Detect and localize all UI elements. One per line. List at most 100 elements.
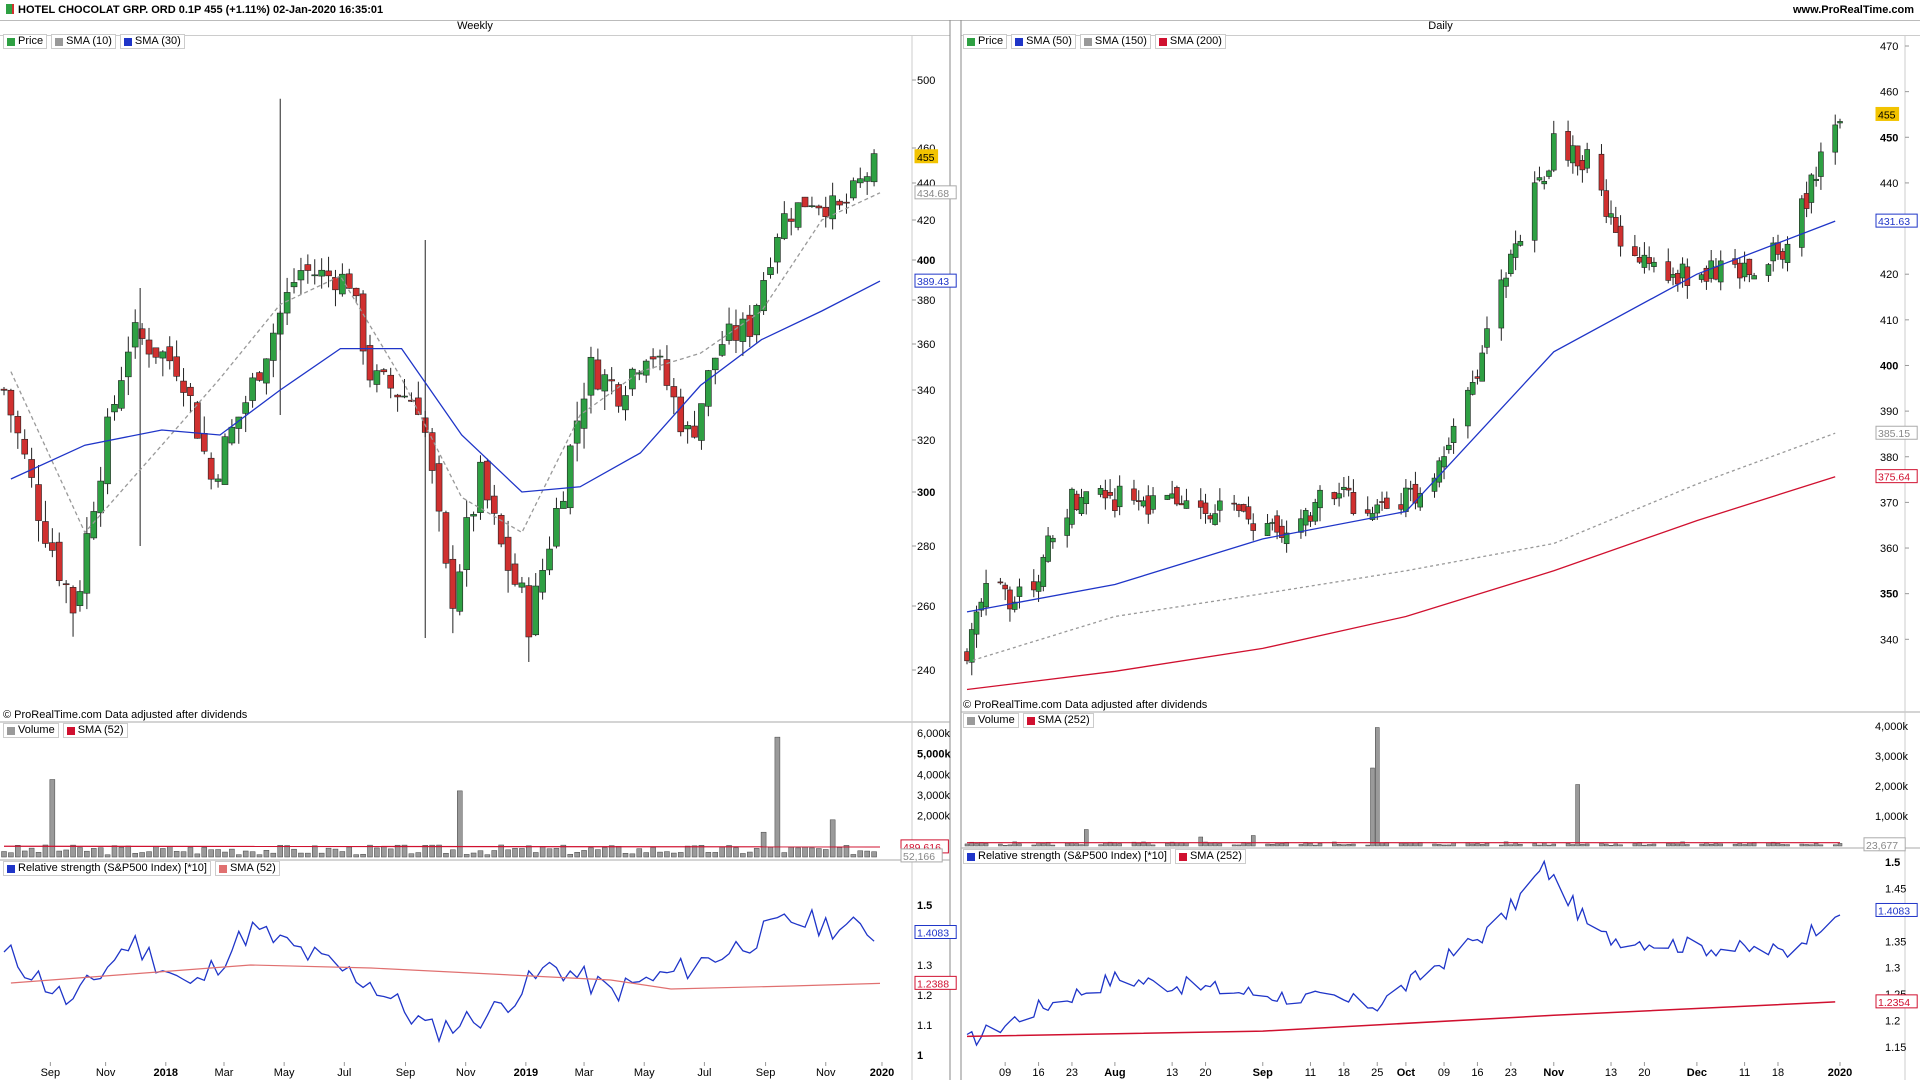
daily-volume-bar [1646,844,1652,847]
daily-candle-body [1298,518,1304,533]
weekly-volume-bar [588,847,594,858]
weekly-candle-body [850,180,857,199]
weekly-candle-body [843,201,850,204]
daily-candle-body [1331,492,1338,500]
legend-price[interactable]: Price [3,34,48,49]
weekly-volume-bar [249,851,256,858]
daily-candle-body [1398,504,1404,510]
daily-candle-body [1751,275,1757,280]
legend-rs-sma[interactable]: SMA (52) [214,861,280,876]
legend-volume-sma[interactable]: SMA (52) [62,723,128,738]
daily-candle-body [1741,262,1748,278]
daily-candle-body [1164,494,1171,500]
weekly-candle-body [435,463,443,512]
daily-volume-bar [1713,842,1719,847]
weekly-candle-body [504,536,512,571]
daily-candle-body [1799,198,1805,248]
weekly-candle-body [42,521,49,544]
daily-candle-body [973,611,980,635]
daily-x-label: 20 [1638,1067,1650,1079]
daily-candle-body [1307,515,1314,522]
weekly-volume-bar [166,846,173,858]
legend-sma-10[interactable]: SMA (10) [51,34,116,49]
weekly-volume-bar [277,845,283,858]
weekly-candle-body [746,314,754,337]
weekly-candle-body [345,273,353,289]
weekly-candle-body [180,380,187,393]
daily-candle-body [1479,352,1486,382]
legend-relative-strength[interactable]: Relative strength (S&P500 Index) [*10] [963,849,1171,864]
legend-sma-50[interactable]: SMA (50) [1011,34,1076,49]
legend-relative-strength[interactable]: Relative strength (S&P500 Index) [*10] [3,861,211,876]
daily-candle-body [983,583,989,608]
weekly-y-tick-label: 400 [917,255,935,267]
daily-volume-legend: Volume SMA (252) [963,713,1094,728]
daily-candle-body [1474,376,1481,379]
daily-y-tick-label: 470 [1880,41,1898,53]
daily-candle-body [1197,500,1204,508]
daily-candle-body [1364,509,1371,514]
daily-volume-bar [1832,844,1838,847]
daily-rs-line [966,859,1841,1047]
weekly-volume-bar [305,852,311,858]
daily-volume-bar [1608,845,1614,847]
weekly-x-label: May [634,1067,655,1079]
daily-candle-body [1684,266,1691,286]
weekly-candle-body [387,374,395,389]
daily-y-tick-label: 350 [1880,589,1898,601]
weekly-last-price-badge-text: 455 [917,152,935,164]
weekly-candle-body [194,402,201,439]
daily-x-label: 09 [999,1067,1011,1079]
weekly-rs-badge [914,925,957,940]
weekly-volume-bar [229,848,235,858]
weekly-candle-body [359,293,367,352]
legend-volume-sma[interactable]: SMA (252) [1022,713,1094,728]
weekly-volume-bar [671,852,677,858]
weekly-candle-body [366,345,374,381]
daily-volume-bar [1064,842,1070,847]
legend-volume[interactable]: Volume [3,723,59,738]
weekly-volume-bar [353,854,359,858]
weekly-candle-body [497,514,505,545]
weekly-candle-body [649,356,657,360]
daily-candle-body [1403,487,1409,512]
daily-candle-body [1469,382,1476,395]
site-link[interactable]: www.ProRealTime.com [1792,4,1914,16]
weekly-sma30-line [10,280,881,493]
legend-rs-sma[interactable]: SMA (252) [1174,849,1246,864]
daily-candle-body [1264,523,1271,536]
weekly-candle-body [373,370,381,385]
legend-price[interactable]: Price [963,34,1008,49]
legend-volume[interactable]: Volume [963,713,1019,728]
daily-volume-bar [1351,843,1356,847]
legend-sma-150[interactable]: SMA (150) [1079,34,1151,49]
daily-candle-body [1646,257,1652,264]
daily-candle-body [1369,513,1376,520]
daily-volume-bar [1250,835,1256,847]
daily-candle-body [1503,277,1509,287]
daily-candle-body [1636,257,1643,263]
weekly-x-label: Sep [396,1067,416,1079]
daily-candle-body [1536,177,1543,181]
weekly-volume-bar [415,852,422,858]
daily-candle-body [1040,556,1047,587]
legend-sma-200[interactable]: SMA (200) [1154,34,1226,49]
daily-x-label: 20 [1199,1067,1211,1079]
daily-volume-bar [1365,844,1370,847]
daily-candle-body [1073,493,1080,510]
weekly-volume-bar [173,851,180,858]
daily-x-label: 13 [1605,1067,1617,1079]
weekly-volume-bar [146,851,152,858]
weekly-x-label: Jul [337,1067,351,1079]
weekly-candle-body [90,511,98,539]
legend-sma-30[interactable]: SMA (30) [119,34,185,49]
weekly-volume-bar [215,849,221,858]
weekly-candle-body [670,386,678,398]
weekly-candle-body [594,359,602,390]
weekly-y-tick-label: 260 [917,601,935,613]
daily-candle-body [1717,260,1724,283]
daily-volume-bar [1565,843,1571,847]
weekly-volume-bar [491,850,498,858]
daily-candle-body [1450,425,1457,443]
